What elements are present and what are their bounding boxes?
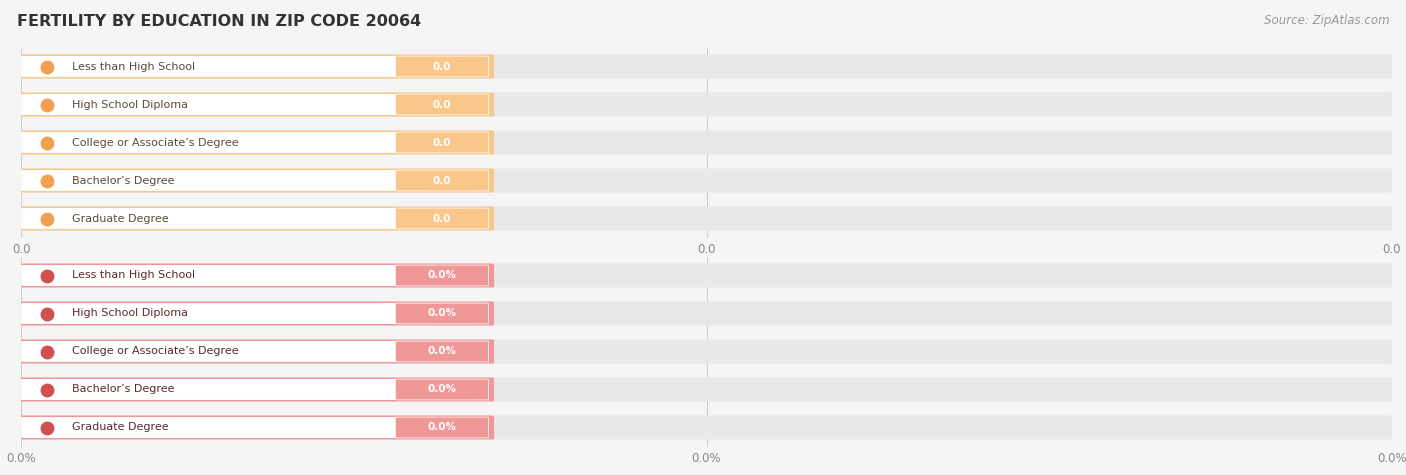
FancyBboxPatch shape	[17, 264, 1396, 287]
FancyBboxPatch shape	[21, 170, 437, 191]
Text: 0.0%: 0.0%	[427, 308, 457, 319]
FancyBboxPatch shape	[17, 378, 1396, 401]
Text: FERTILITY BY EDUCATION IN ZIP CODE 20064: FERTILITY BY EDUCATION IN ZIP CODE 20064	[17, 14, 422, 29]
FancyBboxPatch shape	[17, 55, 494, 78]
FancyBboxPatch shape	[17, 302, 494, 325]
Text: College or Associate’s Degree: College or Associate’s Degree	[72, 346, 239, 357]
FancyBboxPatch shape	[21, 303, 437, 324]
FancyBboxPatch shape	[21, 417, 437, 438]
Text: 0.0%: 0.0%	[427, 384, 457, 395]
FancyBboxPatch shape	[395, 56, 488, 77]
FancyBboxPatch shape	[17, 416, 1396, 439]
FancyBboxPatch shape	[17, 131, 494, 154]
FancyBboxPatch shape	[395, 303, 488, 324]
Text: High School Diploma: High School Diploma	[72, 99, 188, 110]
Text: 0.0: 0.0	[433, 137, 451, 148]
FancyBboxPatch shape	[21, 132, 437, 153]
FancyBboxPatch shape	[17, 207, 494, 230]
FancyBboxPatch shape	[17, 264, 494, 287]
FancyBboxPatch shape	[17, 169, 1396, 192]
Text: 0.0%: 0.0%	[427, 270, 457, 281]
FancyBboxPatch shape	[21, 56, 437, 77]
Text: Less than High School: Less than High School	[72, 61, 195, 72]
Text: Graduate Degree: Graduate Degree	[72, 213, 169, 224]
Text: 0.0%: 0.0%	[427, 422, 457, 433]
FancyBboxPatch shape	[21, 341, 437, 362]
Text: 0.0: 0.0	[433, 175, 451, 186]
FancyBboxPatch shape	[395, 208, 488, 229]
Text: College or Associate’s Degree: College or Associate’s Degree	[72, 137, 239, 148]
Text: Graduate Degree: Graduate Degree	[72, 422, 169, 433]
FancyBboxPatch shape	[17, 340, 494, 363]
FancyBboxPatch shape	[17, 93, 494, 116]
Text: Bachelor’s Degree: Bachelor’s Degree	[72, 384, 174, 395]
Text: 0.0%: 0.0%	[427, 346, 457, 357]
FancyBboxPatch shape	[17, 416, 494, 439]
Text: 0.0: 0.0	[433, 61, 451, 72]
FancyBboxPatch shape	[21, 379, 437, 400]
Text: Bachelor’s Degree: Bachelor’s Degree	[72, 175, 174, 186]
FancyBboxPatch shape	[395, 379, 488, 400]
Text: Source: ZipAtlas.com: Source: ZipAtlas.com	[1264, 14, 1389, 27]
FancyBboxPatch shape	[395, 94, 488, 115]
FancyBboxPatch shape	[17, 131, 1396, 154]
FancyBboxPatch shape	[17, 302, 1396, 325]
FancyBboxPatch shape	[21, 94, 437, 115]
FancyBboxPatch shape	[17, 340, 1396, 363]
FancyBboxPatch shape	[395, 417, 488, 438]
FancyBboxPatch shape	[21, 208, 437, 229]
Text: Less than High School: Less than High School	[72, 270, 195, 281]
FancyBboxPatch shape	[17, 207, 1396, 230]
Text: 0.0: 0.0	[433, 213, 451, 224]
Text: 0.0: 0.0	[433, 99, 451, 110]
Text: High School Diploma: High School Diploma	[72, 308, 188, 319]
FancyBboxPatch shape	[395, 265, 488, 286]
FancyBboxPatch shape	[21, 265, 437, 286]
FancyBboxPatch shape	[17, 55, 1396, 78]
FancyBboxPatch shape	[17, 93, 1396, 116]
FancyBboxPatch shape	[17, 169, 494, 192]
FancyBboxPatch shape	[17, 378, 494, 401]
FancyBboxPatch shape	[395, 170, 488, 191]
FancyBboxPatch shape	[395, 341, 488, 362]
FancyBboxPatch shape	[395, 132, 488, 153]
